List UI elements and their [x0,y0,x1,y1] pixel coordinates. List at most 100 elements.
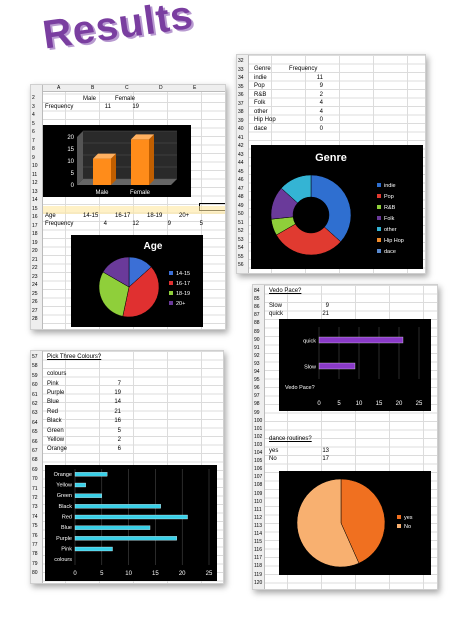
row-number: 55 [238,253,244,260]
row-number: 104 [254,450,263,456]
pie-slice-yes [340,478,386,564]
bar [74,504,161,509]
legend-label: Folk [384,216,395,222]
row-number: 97 [254,393,260,400]
row-number: 120 [254,579,263,586]
row-number: 44 [238,160,244,166]
male-label: Male [83,96,97,102]
legend-swatch [169,281,173,285]
y-tick-label: Black [59,504,73,510]
pie-slice-pop [276,223,342,256]
pace-bar-chart: 0 5 10 15 20 25 quick Slow Vedo Pace? [279,319,431,411]
row-number: 32 [238,58,244,64]
dance-value: 17 [322,456,329,463]
row-number: 107 [254,474,263,481]
gender-bar-chart: 0 5 10 15 20 Male Female [43,125,191,197]
bar [74,482,86,488]
row-number: 70 [32,476,38,483]
row-number: 92 [254,352,260,359]
pace-value: 21 [322,311,329,318]
colour-label: Blue [47,399,60,406]
row-number: 87 [254,312,260,319]
age-pie-chart: Age 14-15 16-17 18-19 20+ [71,235,203,327]
pace-label: quick [269,311,284,318]
row-number: 91 [254,344,260,351]
row-number: 114 [254,531,262,537]
x-tick-label: 20 [179,571,186,577]
x-tick-label: 25 [206,571,213,577]
row-number: 34 [238,75,244,81]
row-number: 50 [238,211,244,217]
colour-label: Black [47,418,62,425]
legend-swatch [377,227,381,231]
column-header: E [193,85,197,91]
x-tick-label: 5 [100,571,104,577]
row-number: 103 [254,441,263,448]
bar [74,536,177,541]
row-number: 109 [254,490,263,497]
legend-label: dace [384,249,396,255]
genre-label: indie [254,74,267,81]
genre-value: 4 [319,100,323,106]
colour-value: 19 [114,389,121,396]
row-number: 102 [254,433,263,440]
bar [74,472,108,477]
colour-label: Green [47,427,64,434]
row-number: 96 [254,385,260,392]
bar [74,493,102,498]
legend-label: No [404,524,411,530]
row-number: 26 [32,299,38,305]
row-number: 8 [32,146,35,152]
row-number: 80 [32,570,38,577]
genre-value: 2 [319,91,323,98]
column-header-row [43,85,225,92]
y-tick-label: colours [54,557,72,563]
row-number: 56 [238,262,244,268]
genre-label: Folk [254,100,266,106]
row-number: 9 [32,154,35,161]
row-number: 105 [254,458,263,465]
column-header: C [125,85,129,91]
legend-swatch [169,291,173,295]
y-tick-label: Slow [304,365,316,371]
column-header: A [57,85,61,91]
colour-value: 5 [117,427,121,434]
row-number: 51 [238,219,244,226]
dance-label: No [269,456,277,463]
row-number: 85 [254,296,260,303]
row-number: 45 [238,168,244,175]
colour-label: Red [47,408,59,415]
row-number: 72 [32,495,38,501]
row-number: 13 [32,188,38,195]
row-number: 14 [32,197,38,203]
bar [74,514,188,520]
row-number: 12 [32,180,38,186]
row-number: 24 [32,282,38,288]
row-number: 57 [32,354,38,360]
bar [74,546,113,552]
pie-slice-20- [102,256,130,288]
colour-label: Orange [47,446,68,453]
genre-label: other [254,108,268,115]
row-number: 110 [254,498,262,505]
age-group-label: 18-19 [147,213,163,219]
colours-header: colours [47,371,67,377]
row-number: 40 [238,126,244,132]
row-number: 68 [32,457,38,464]
dance-value: 13 [322,448,329,454]
row-number: 25 [32,290,38,297]
row-number: 17 [32,222,38,229]
x-tick-label: 15 [376,401,383,407]
row-number: 119 [254,571,262,578]
row-number: 111 [254,506,262,513]
row-number: 16 [32,214,38,220]
chart-title: Genre [315,152,347,164]
row-number: 20 [32,248,38,254]
y-tick-label: Purple [56,536,72,542]
colour-value: 14 [114,399,121,406]
frequency-label: Frequency [45,104,74,110]
row-number: 47 [238,185,244,192]
legend-swatch [377,238,381,242]
genre-label: dace [254,125,268,132]
age-label: Age [45,213,56,219]
